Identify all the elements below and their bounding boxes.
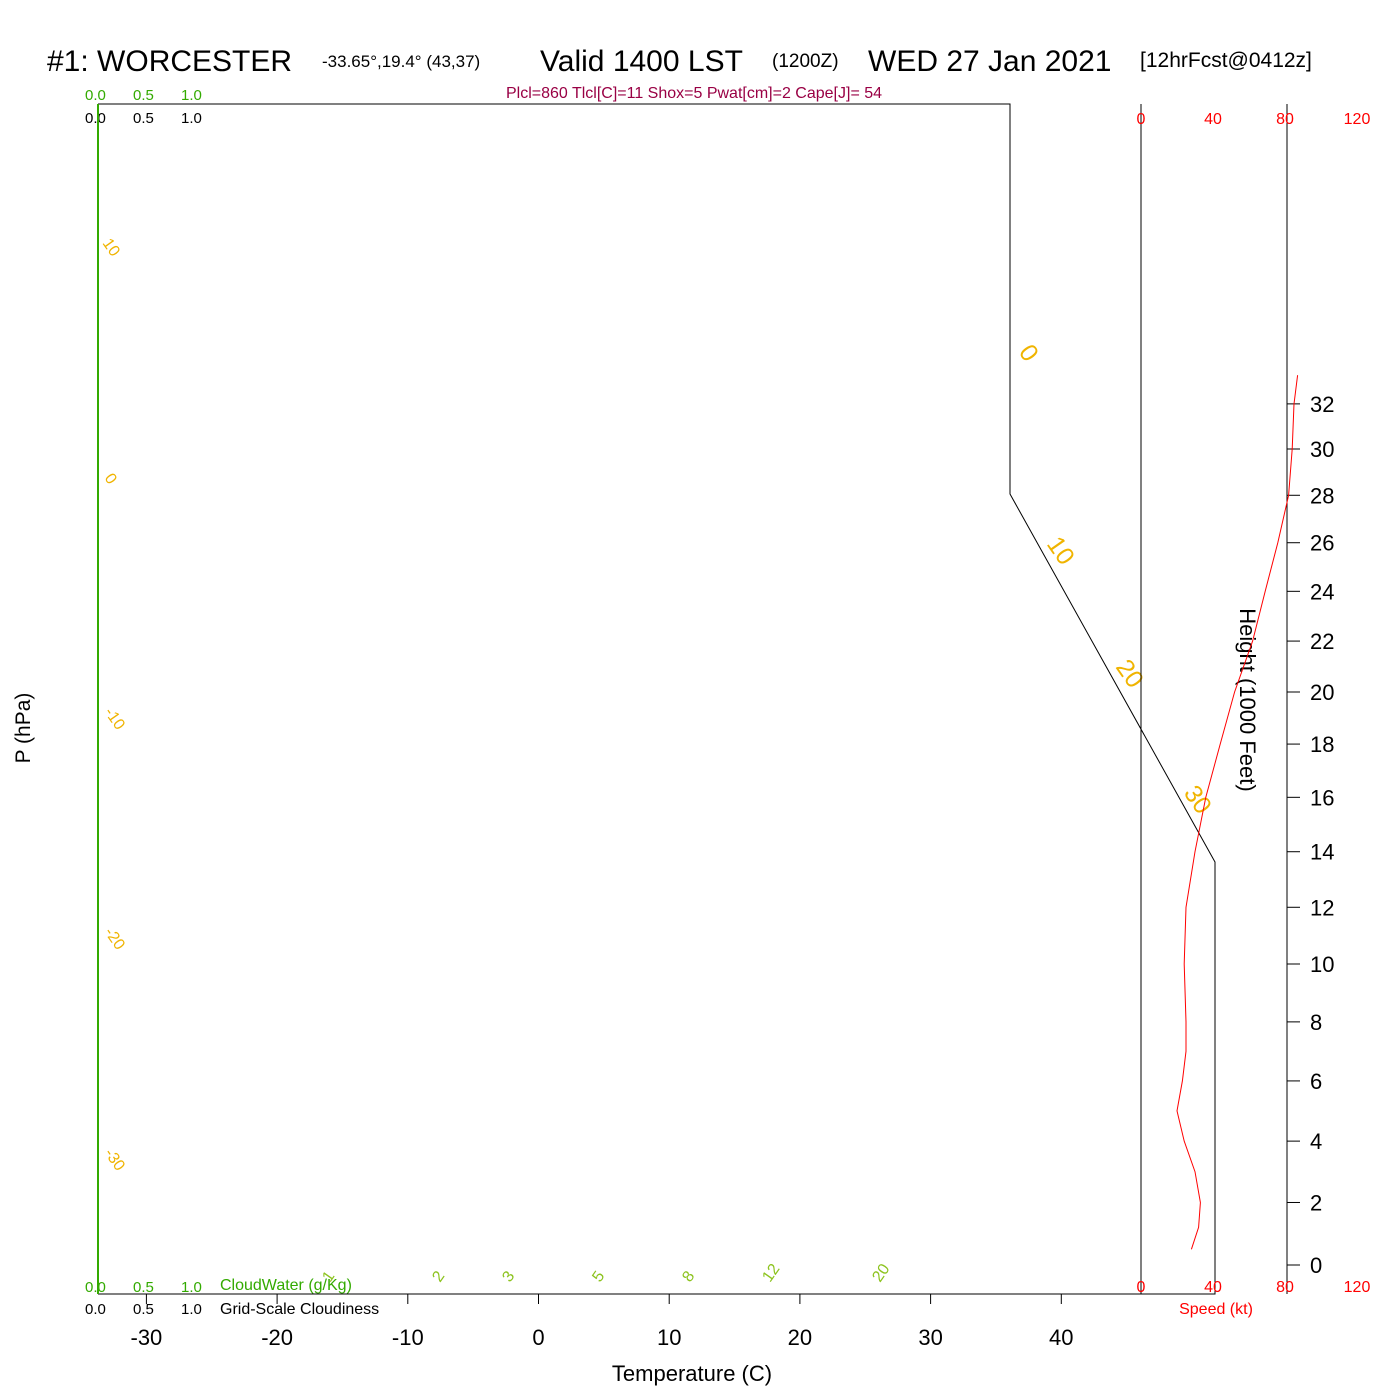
x-tick-label: 40 [1049,1325,1073,1350]
height-tick-label: 20 [1310,680,1334,705]
x-tick-label: 30 [918,1325,942,1350]
cloudwater-label: CloudWater (g/Kg) [220,1277,352,1294]
mixing-ratio-label: 12 [759,1261,783,1285]
height-tick-label: 26 [1310,531,1334,556]
x-tick-label: -30 [131,1325,163,1350]
cloud-top-green-0: 0.0 [85,87,106,104]
speed-tick-label: 0 [1137,1279,1146,1296]
cloud-bottom-black-2: 1.0 [181,1301,202,1318]
height-tick-label: 24 [1310,579,1334,604]
isotherm-label: 10 [1041,531,1080,570]
speed-tick-label: 40 [1204,1279,1222,1296]
speed-tick-label: 120 [1344,111,1371,128]
isotherm-label: -20 [101,925,128,954]
wind-speed-line [1176,375,1299,1250]
x-axis-title: Temperature (C) [612,1361,772,1386]
isotherm-label: 10 [99,236,123,260]
speed-tick-label: 40 [1204,111,1222,128]
isotherm-label: -30 [101,1146,128,1175]
cloud-top-green-2: 1.0 [181,87,202,104]
speed-tick-label: 0 [1137,111,1146,128]
height-tick-label: 32 [1310,392,1334,417]
speed-axis-title: Speed (kt) [1179,1301,1253,1318]
height-tick-label: 8 [1310,1010,1322,1035]
height-tick-label: 22 [1310,629,1334,654]
mixing-ratio-label: 20 [869,1261,893,1285]
cloudiness-label: Grid-Scale Cloudiness [220,1301,379,1318]
height-tick-label: 6 [1310,1069,1322,1094]
x-tick-label: -10 [392,1325,424,1350]
cloud-scale-bottom: 0.0 0.5 1.0 CloudWater (g/Kg) 0.0 0.5 1.… [85,1277,379,1318]
isotherm-label: 0 [101,471,120,488]
height-tick-label: 30 [1310,437,1334,462]
zulu-time: (1200Z) [772,51,839,72]
isotherm-label: 30 [1178,780,1217,819]
cloud-top-black-2: 1.0 [181,110,202,127]
x-tick-label: 10 [657,1325,681,1350]
station-name: #1: WORCESTER [47,45,292,78]
station-coords: -33.65°,19.4° (43,37) [322,52,480,71]
height-tick-label: 10 [1310,952,1334,977]
mixing-ratio-label: 8 [679,1268,698,1285]
speed-tick-label: 80 [1276,1279,1294,1296]
y-axis-title: P (hPa) [12,693,35,764]
height-tick-label: 2 [1310,1190,1322,1215]
speed-tick-label: 80 [1276,111,1294,128]
sounding-params: Plcl=860 Tlcl[C]=11 Shox=5 Pwat[cm]=2 Ca… [506,85,882,102]
isotherm-label: 0 [1013,339,1044,366]
wind-speed-profile [1176,375,1299,1250]
cloud-bottom-green-0: 0.0 [85,1279,106,1296]
mixing-ratio-label: 5 [589,1268,608,1285]
height-tick-label: 14 [1310,840,1334,865]
height-tick-label: 4 [1310,1129,1322,1154]
cloud-bottom-black-1: 0.5 [133,1301,154,1318]
mixing-ratio-label: 2 [429,1268,448,1285]
height-tick-label: 28 [1310,483,1334,508]
x-tick-label: -20 [261,1325,293,1350]
cloud-scale-top: 0.0 0.5 1.0 0.0 0.5 1.0 [85,87,202,127]
cloud-bottom-green-2: 1.0 [181,1279,202,1296]
isotherm-label: -10 [101,705,128,734]
height-tick-label: 16 [1310,785,1334,810]
height-axis-title: Height (1000 Feet) [1235,608,1260,791]
height-tick-label: 18 [1310,732,1334,757]
cloud-bottom-green-1: 0.5 [133,1279,154,1296]
x-tick-label: 0 [532,1325,544,1350]
mixing-ratio-label: 3 [499,1268,518,1285]
valid-date: WED 27 Jan 2021 [868,45,1111,78]
valid-time: Valid 1400 LST [540,45,743,78]
x-axis: -30 -20 -10 0 10 20 30 40 [131,1294,1074,1350]
x-tick-label: 20 [788,1325,812,1350]
cloud-top-black-0: 0.0 [85,110,106,127]
isotherm-label: 20 [1110,654,1149,693]
height-tick-label: 0 [1310,1253,1322,1278]
cloud-bottom-black-0: 0.0 [85,1301,106,1318]
cloud-top-green-1: 0.5 [133,87,154,104]
height-tick-label: 12 [1310,895,1334,920]
speed-tick-label: 120 [1344,1279,1371,1296]
plot-frame [98,103,1216,1295]
forecast-info: [12hrFcst@0412z] [1140,49,1312,72]
cloud-top-black-1: 0.5 [133,110,154,127]
